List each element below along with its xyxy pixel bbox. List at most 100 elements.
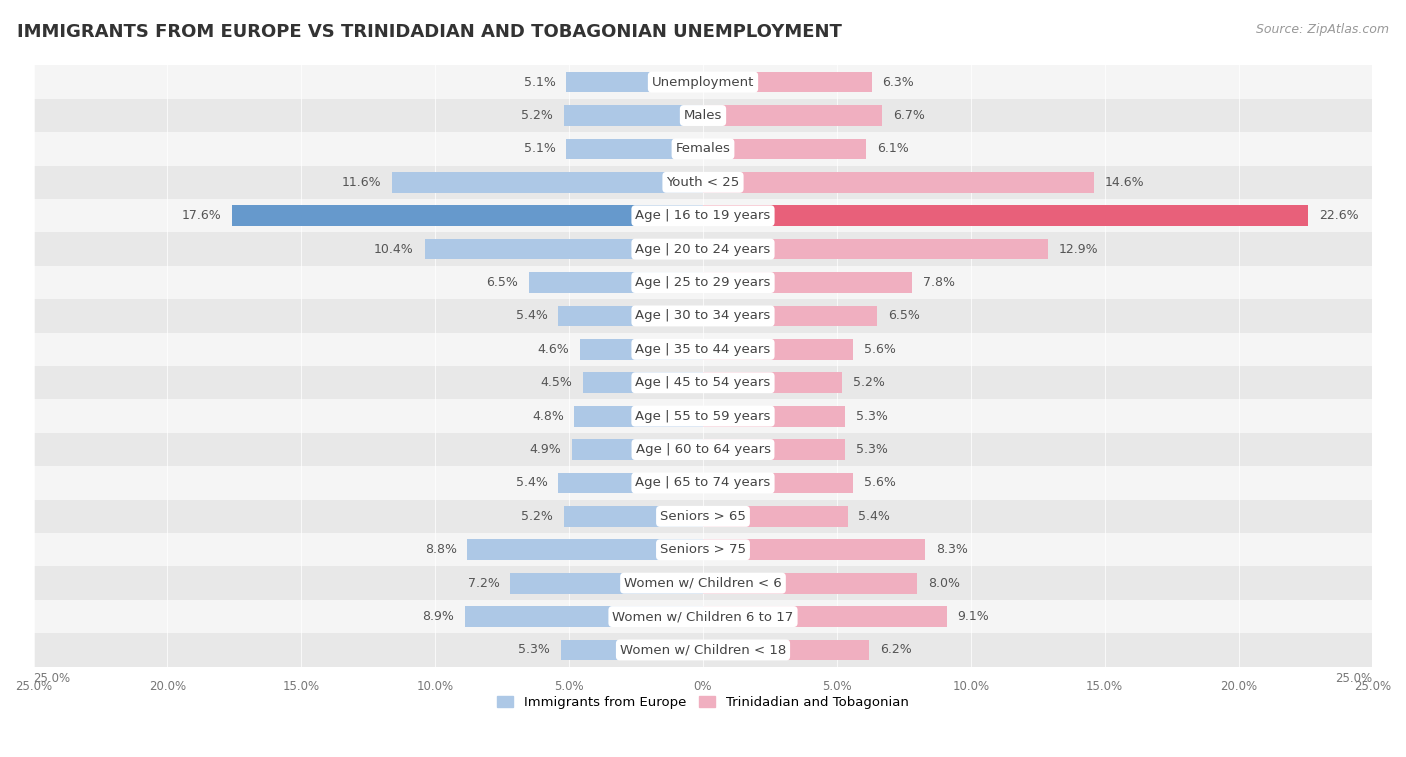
- Bar: [232, 205, 703, 226]
- Bar: [567, 72, 703, 92]
- Text: 5.3%: 5.3%: [856, 410, 887, 422]
- Text: 4.5%: 4.5%: [540, 376, 572, 389]
- Text: 5.4%: 5.4%: [516, 476, 548, 490]
- Bar: [34, 199, 1372, 232]
- Bar: [703, 439, 845, 460]
- Bar: [34, 566, 1372, 600]
- Bar: [703, 606, 946, 627]
- Bar: [703, 472, 853, 494]
- Bar: [703, 72, 872, 92]
- Text: Source: ZipAtlas.com: Source: ZipAtlas.com: [1256, 23, 1389, 36]
- Bar: [34, 466, 1372, 500]
- Text: Age | 35 to 44 years: Age | 35 to 44 years: [636, 343, 770, 356]
- Text: 5.4%: 5.4%: [858, 510, 890, 523]
- Text: 22.6%: 22.6%: [1319, 209, 1358, 223]
- Text: 5.6%: 5.6%: [863, 476, 896, 490]
- Text: 5.1%: 5.1%: [524, 76, 555, 89]
- Bar: [703, 172, 1094, 193]
- Bar: [34, 600, 1372, 634]
- Text: 4.6%: 4.6%: [537, 343, 569, 356]
- Bar: [703, 306, 877, 326]
- Bar: [34, 533, 1372, 566]
- Text: Age | 16 to 19 years: Age | 16 to 19 years: [636, 209, 770, 223]
- Bar: [564, 506, 703, 527]
- Text: 5.6%: 5.6%: [863, 343, 896, 356]
- Bar: [703, 406, 845, 426]
- Bar: [703, 372, 842, 393]
- Bar: [34, 400, 1372, 433]
- Text: Women w/ Children 6 to 17: Women w/ Children 6 to 17: [613, 610, 793, 623]
- Text: Seniors > 75: Seniors > 75: [659, 544, 747, 556]
- Text: 17.6%: 17.6%: [181, 209, 221, 223]
- Text: 6.5%: 6.5%: [486, 276, 519, 289]
- Text: 6.2%: 6.2%: [880, 643, 911, 656]
- Text: 10.4%: 10.4%: [374, 243, 413, 256]
- Text: 8.3%: 8.3%: [936, 544, 967, 556]
- Bar: [582, 372, 703, 393]
- Bar: [703, 540, 925, 560]
- Text: Age | 45 to 54 years: Age | 45 to 54 years: [636, 376, 770, 389]
- Bar: [558, 472, 703, 494]
- Bar: [34, 166, 1372, 199]
- Text: Males: Males: [683, 109, 723, 122]
- Bar: [464, 606, 703, 627]
- Text: 5.2%: 5.2%: [522, 109, 553, 122]
- Bar: [34, 366, 1372, 400]
- Text: 6.5%: 6.5%: [887, 310, 920, 322]
- Text: IMMIGRANTS FROM EUROPE VS TRINIDADIAN AND TOBAGONIAN UNEMPLOYMENT: IMMIGRANTS FROM EUROPE VS TRINIDADIAN AN…: [17, 23, 842, 41]
- Text: 5.1%: 5.1%: [524, 142, 555, 155]
- Text: 5.3%: 5.3%: [519, 643, 550, 656]
- Text: Women w/ Children < 18: Women w/ Children < 18: [620, 643, 786, 656]
- Text: Age | 65 to 74 years: Age | 65 to 74 years: [636, 476, 770, 490]
- Bar: [467, 540, 703, 560]
- Text: Females: Females: [675, 142, 731, 155]
- Bar: [392, 172, 703, 193]
- Bar: [703, 238, 1049, 260]
- Text: Age | 25 to 29 years: Age | 25 to 29 years: [636, 276, 770, 289]
- Bar: [34, 433, 1372, 466]
- Text: 5.2%: 5.2%: [522, 510, 553, 523]
- Text: 5.3%: 5.3%: [856, 443, 887, 456]
- Text: 5.4%: 5.4%: [516, 310, 548, 322]
- Bar: [510, 573, 703, 593]
- Text: 14.6%: 14.6%: [1105, 176, 1144, 188]
- Text: 6.1%: 6.1%: [877, 142, 908, 155]
- Text: 25.0%: 25.0%: [1336, 671, 1372, 684]
- Text: 7.2%: 7.2%: [468, 577, 499, 590]
- Bar: [564, 105, 703, 126]
- Bar: [34, 232, 1372, 266]
- Text: 6.7%: 6.7%: [893, 109, 925, 122]
- Bar: [34, 65, 1372, 99]
- Text: Age | 30 to 34 years: Age | 30 to 34 years: [636, 310, 770, 322]
- Text: 11.6%: 11.6%: [342, 176, 381, 188]
- Bar: [34, 299, 1372, 332]
- Bar: [703, 205, 1308, 226]
- Text: Women w/ Children < 6: Women w/ Children < 6: [624, 577, 782, 590]
- Text: Youth < 25: Youth < 25: [666, 176, 740, 188]
- Text: Age | 20 to 24 years: Age | 20 to 24 years: [636, 243, 770, 256]
- Bar: [34, 266, 1372, 299]
- Bar: [572, 439, 703, 460]
- Bar: [703, 139, 866, 159]
- Bar: [34, 132, 1372, 166]
- Bar: [703, 506, 848, 527]
- Bar: [703, 339, 853, 360]
- Bar: [703, 105, 883, 126]
- Bar: [529, 273, 703, 293]
- Text: Seniors > 65: Seniors > 65: [659, 510, 747, 523]
- Bar: [575, 406, 703, 426]
- Bar: [567, 139, 703, 159]
- Bar: [558, 306, 703, 326]
- Text: 12.9%: 12.9%: [1059, 243, 1098, 256]
- Text: 9.1%: 9.1%: [957, 610, 990, 623]
- Text: Age | 55 to 59 years: Age | 55 to 59 years: [636, 410, 770, 422]
- Text: 4.8%: 4.8%: [531, 410, 564, 422]
- Text: 7.8%: 7.8%: [922, 276, 955, 289]
- Bar: [34, 332, 1372, 366]
- Text: 6.3%: 6.3%: [883, 76, 914, 89]
- Text: Age | 60 to 64 years: Age | 60 to 64 years: [636, 443, 770, 456]
- Text: 8.9%: 8.9%: [422, 610, 454, 623]
- Text: 5.2%: 5.2%: [853, 376, 884, 389]
- Bar: [34, 99, 1372, 132]
- Bar: [703, 573, 917, 593]
